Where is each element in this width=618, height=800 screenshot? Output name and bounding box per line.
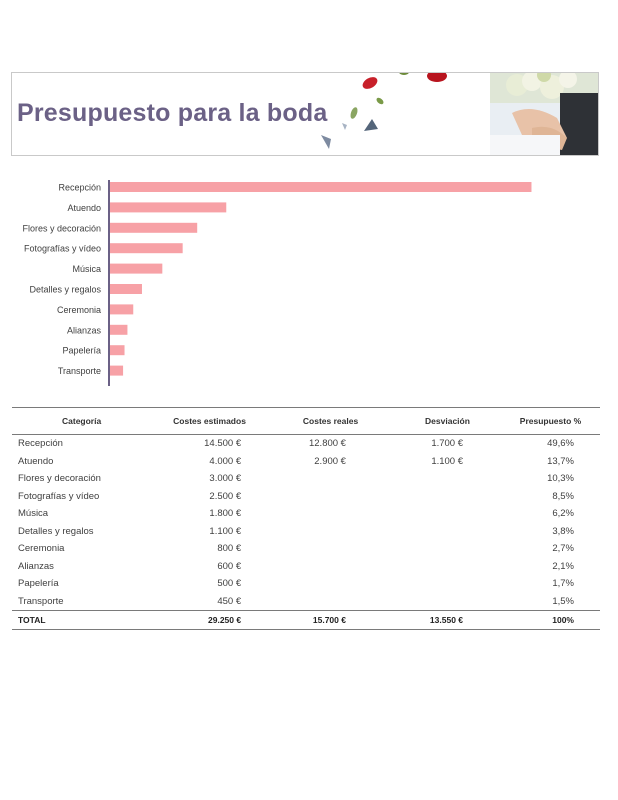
cell-deviation <box>394 540 501 558</box>
cell-actual <box>267 488 394 506</box>
category-label: Alianzas <box>67 325 102 335</box>
cell-estimated: 4.000 € <box>209 455 242 467</box>
cell-deviation <box>394 523 501 541</box>
cell-actual <box>267 505 394 523</box>
table-row: Alianzas 600 € 2,1% <box>12 558 600 576</box>
cell-estimated: 14.500 € <box>204 438 242 450</box>
category-label: Ceremonia <box>57 305 101 315</box>
table-row: Flores y decoración 3.000 € 10,3% <box>12 470 600 488</box>
cell-estimated: 1.800 € <box>209 508 242 520</box>
cell-category: Música <box>18 508 49 520</box>
cell-category: Flores y decoración <box>18 473 101 485</box>
cell-actual: 2.900 € <box>314 455 346 467</box>
category-label: Música <box>72 264 101 274</box>
chart-bar <box>110 284 142 294</box>
cell-category: Papelería <box>18 578 59 590</box>
cell-percent: 2,1% <box>552 560 574 572</box>
total-label: TOTAL <box>12 610 152 630</box>
cell-category: Atuendo <box>18 455 54 467</box>
chart-bar <box>110 365 124 376</box>
cell-percent: 3,8% <box>552 525 574 537</box>
cell-deviation: 1.700 € <box>431 438 464 450</box>
cell-actual <box>267 575 394 593</box>
category-label: Transporte <box>58 366 101 376</box>
category-label: Fotografías y vídeo <box>24 244 101 254</box>
page-title: Presupuesto para la boda <box>17 99 328 127</box>
cell-deviation: 1.100 € <box>431 455 464 467</box>
cell-estimated: 500 € <box>217 578 242 590</box>
budget-bar-chart: Recepción Atuendo Flores y decoración Fotog… <box>10 178 600 388</box>
category-label: Atuendo <box>67 203 101 213</box>
total-estimated: 29.250 € <box>152 610 268 630</box>
table-row: Música 1.800 € 6,2% <box>12 505 600 523</box>
cell-category: Fotografías y vídeo <box>18 490 100 502</box>
column-header: Costes reales <box>267 407 394 435</box>
cell-actual <box>267 470 394 488</box>
column-header: Presupuesto % <box>501 407 600 435</box>
column-header: Categoría <box>12 407 152 435</box>
cell-category: Transporte <box>18 595 64 607</box>
column-header: Desviación <box>393 407 502 435</box>
total-row: TOTAL 29.250 € 15.700 € 13.550 € 100% <box>12 610 600 630</box>
table-row: Detalles y regalos 1.100 € 3,8% <box>12 523 600 541</box>
category-label: Recepción <box>58 183 101 193</box>
cell-estimated: 600 € <box>217 560 242 572</box>
cell-estimated: 800 € <box>217 543 242 555</box>
cell-deviation <box>394 505 501 523</box>
cell-estimated: 1.100 € <box>209 525 242 537</box>
chart-bar <box>110 345 125 356</box>
column-header: Costes estimados <box>152 407 268 435</box>
table-row: Recepción 14.500 € 12.800 € 1.700 € 49,6% <box>12 435 600 453</box>
cell-actual: 12.800 € <box>308 438 346 450</box>
cell-deviation <box>394 470 501 488</box>
table-header-row: Categoría Costes estimados Costes reales… <box>12 407 600 435</box>
total-deviation: 13.550 € <box>393 610 502 630</box>
cell-estimated: 3.000 € <box>209 473 242 485</box>
total-percent: 100% <box>501 610 600 630</box>
header-banner: Presupuesto para la boda <box>11 72 599 156</box>
cell-deviation <box>394 488 501 506</box>
cell-actual <box>267 540 394 558</box>
table-row: Fotografías y vídeo 2.500 € 8,5% <box>12 488 600 506</box>
chart-bar <box>110 202 227 213</box>
table-row: Atuendo 4.000 € 2.900 € 1.100 € 13,7% <box>12 453 600 471</box>
cell-percent: 49,6% <box>547 438 574 450</box>
cell-percent: 1,7% <box>552 578 574 590</box>
cell-actual <box>267 523 394 541</box>
chart-bar <box>110 263 163 274</box>
cell-percent: 1,5% <box>552 595 574 607</box>
chart-bar <box>110 304 134 315</box>
chart-bar <box>110 182 532 192</box>
cell-deviation <box>394 575 501 593</box>
table-row: Ceremonia 800 € 2,7% <box>12 540 600 558</box>
chart-bar <box>110 243 183 254</box>
chart-bar <box>110 222 198 233</box>
cell-actual <box>267 593 394 611</box>
cell-percent: 13,7% <box>547 455 574 467</box>
chart-bar <box>110 324 128 335</box>
cell-percent: 8,5% <box>552 490 574 502</box>
cell-estimated: 450 € <box>217 595 242 607</box>
table-row: Papelería 500 € 1,7% <box>12 575 600 593</box>
cell-percent: 6,2% <box>552 508 574 520</box>
cell-category: Alianzas <box>18 560 54 572</box>
table-row: Transporte 450 € 1,5% <box>12 593 600 611</box>
cell-category: Detalles y regalos <box>18 525 94 537</box>
cell-deviation <box>394 558 501 576</box>
cell-actual <box>267 558 394 576</box>
cell-estimated: 2.500 € <box>209 490 242 502</box>
cell-category: Recepción <box>18 438 63 450</box>
cell-deviation <box>394 593 501 611</box>
total-actual: 15.700 € <box>267 610 394 630</box>
cell-category: Ceremonia <box>18 543 65 555</box>
cell-percent: 10,3% <box>547 473 574 485</box>
cell-percent: 2,7% <box>552 543 574 555</box>
category-label: Flores y decoración <box>22 223 101 233</box>
wedding-photo-illustration <box>321 73 598 155</box>
budget-table: Categoría Costes estimados Costes reales… <box>12 407 600 630</box>
category-label: Detalles y regalos <box>29 285 101 295</box>
category-label: Papelería <box>62 346 101 356</box>
